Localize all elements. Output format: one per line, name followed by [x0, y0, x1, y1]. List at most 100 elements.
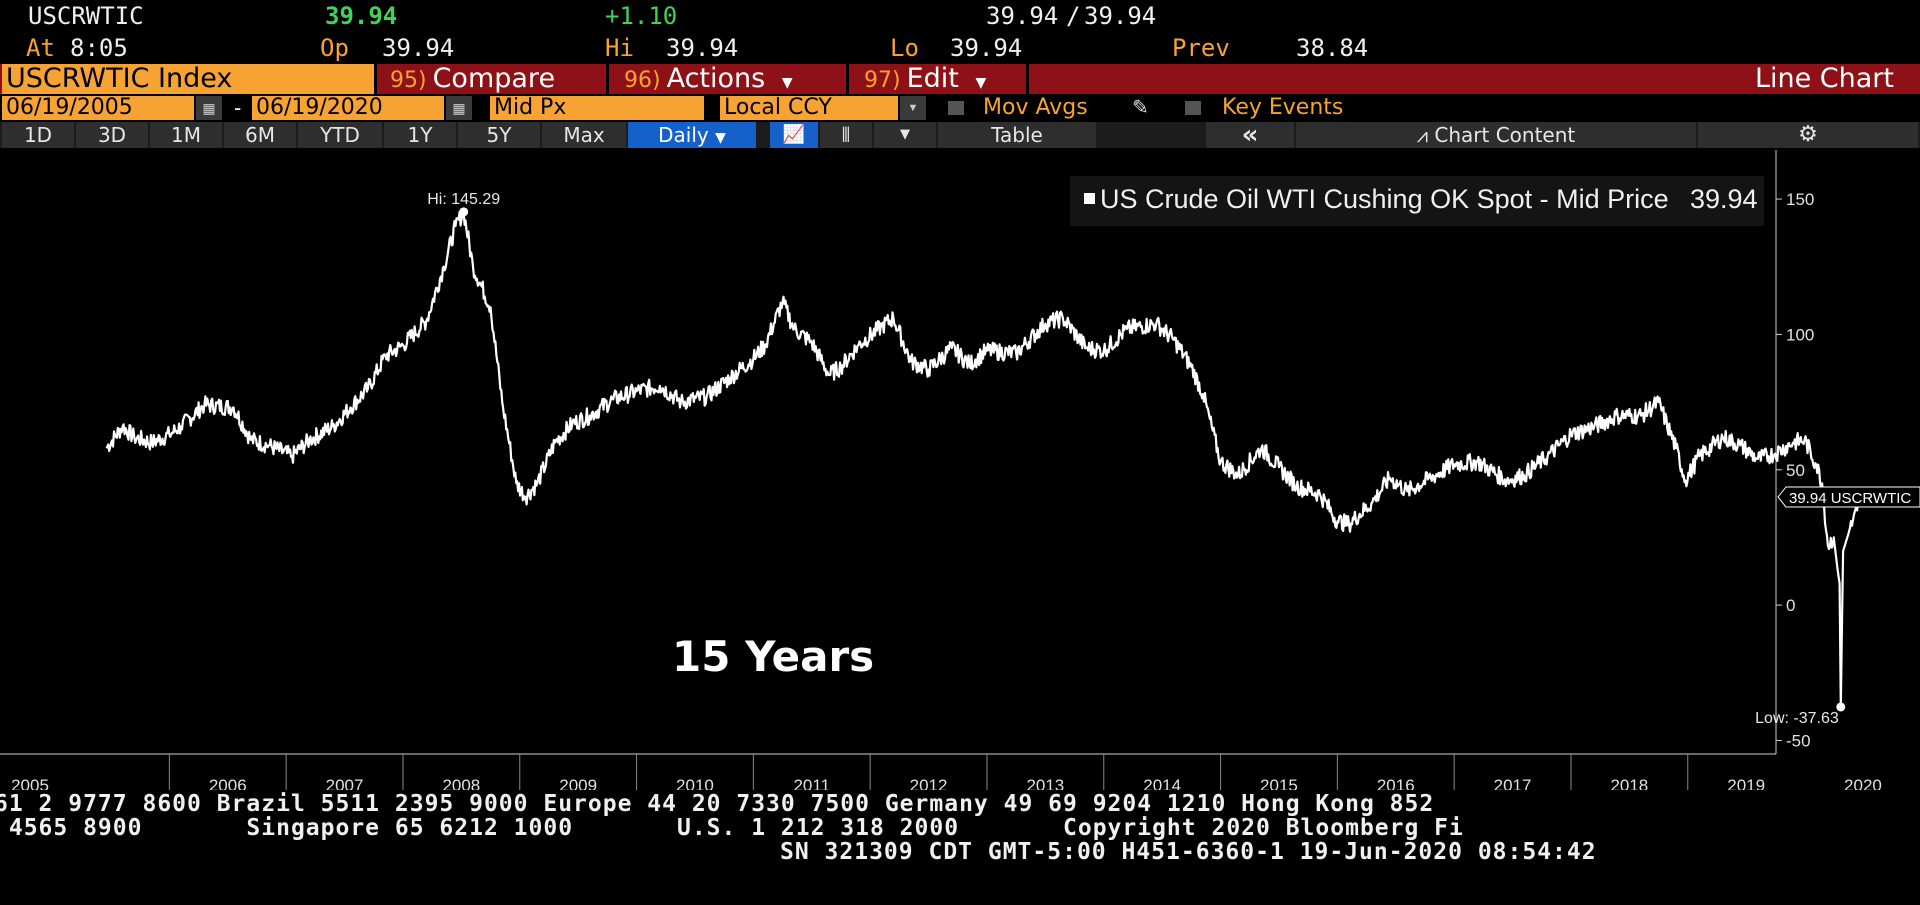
x-tick-label: 2019 [1727, 776, 1765, 790]
chevron-down-icon: ▼ [715, 130, 726, 146]
frequency-select[interactable]: Daily ▼ [628, 122, 756, 148]
at-label: At [26, 34, 55, 62]
period-tab[interactable]: 6M [224, 122, 296, 148]
period-tab[interactable]: Max [542, 122, 626, 148]
start-date-field[interactable]: 06/19/2005 [2, 96, 194, 120]
period-tab[interactable]: 1Y [384, 122, 456, 148]
frequency-label: Daily [658, 123, 709, 147]
period-tab[interactable]: 1D [2, 122, 74, 148]
high-label: Hi: 145.29 [427, 191, 500, 208]
net-change: +1.10 [605, 2, 678, 30]
chart-type-label[interactable]: Line Chart [1754, 63, 1894, 94]
last-value-tag [1777, 486, 1920, 508]
compare-label: Compare [432, 63, 556, 94]
y-tick-label: -50 [1786, 731, 1811, 750]
prev-value: 38.84 [1296, 34, 1369, 62]
prev-label: Prev [1172, 34, 1230, 62]
period-tab[interactable]: 5Y [458, 122, 540, 148]
price-line [105, 210, 1861, 709]
x-tick-label: 2005 [11, 776, 49, 790]
divider [606, 64, 609, 94]
period-tab[interactable]: YTD [298, 122, 382, 148]
bid-ask-separator: / [1066, 2, 1081, 30]
calendar-icon[interactable]: ▦ [446, 96, 472, 120]
actions-number: 96) [624, 68, 661, 93]
compare-button[interactable]: 95) Compare [390, 64, 555, 94]
y-tick-label: 150 [1786, 190, 1814, 209]
low-marker [1836, 702, 1846, 712]
key-events-label[interactable]: Key Events [1222, 95, 1344, 120]
chevron-down-icon: ▼ [975, 75, 987, 91]
x-tick-label: 2009 [559, 776, 597, 790]
divider [374, 64, 377, 94]
divider [846, 64, 849, 94]
ticker-symbol: USCRWTIC [28, 2, 144, 30]
x-tick-label: 2014 [1143, 776, 1181, 790]
x-tick-label: 2010 [676, 776, 714, 790]
edit-label: Edit [906, 63, 959, 94]
x-tick-label: 2011 [793, 776, 830, 790]
x-tick-label: 2008 [442, 776, 480, 790]
security-field[interactable]: USCRWTIC Index [2, 64, 374, 94]
chevron-down-icon[interactable]: ▼ [900, 96, 926, 120]
x-tick-label: 2018 [1610, 776, 1648, 790]
period-annotation: 15 Years [672, 632, 875, 681]
x-tick-label: 2017 [1494, 776, 1532, 790]
y-axis: 150 100 50 0 -50 [1775, 150, 1814, 754]
collapse-button[interactable]: « [1206, 122, 1294, 148]
chart-legend [1070, 176, 1764, 226]
high-marker [459, 207, 469, 217]
candlestick-icon[interactable]: ⫴ [820, 122, 872, 148]
ask-price: 39.94 [1084, 2, 1157, 30]
high-value: 39.94 [666, 34, 739, 62]
end-date-field[interactable]: 06/19/2020 [252, 96, 444, 120]
divider [1026, 64, 1029, 94]
currency-select[interactable]: Local CCY [720, 96, 898, 120]
last-value-label: 39.94 USCRWTIC [1789, 490, 1911, 507]
y-tick-label: 0 [1786, 596, 1795, 615]
actions-button[interactable]: 96) Actions ▼ [624, 64, 793, 94]
low-value: 39.94 [950, 34, 1023, 62]
chart-content-icon: ⩘ [1416, 123, 1429, 147]
pencil-icon[interactable]: ✎ [1132, 97, 1149, 119]
mov-avgs-label[interactable]: Mov Avgs [983, 95, 1088, 120]
table-button[interactable]: Table [938, 122, 1096, 148]
extreme-markers: Hi: 145.29 Low: -37.63 39.94 USCRWTIC [427, 191, 1920, 727]
calendar-icon[interactable]: ▦ [196, 96, 222, 120]
legend-series-name: US Crude Oil WTI Cushing OK Spot - Mid P… [1100, 184, 1669, 214]
quote-time: 8:05 [70, 34, 128, 62]
low-label: Low: -37.63 [1755, 710, 1839, 727]
price-field-select[interactable]: Mid Px [490, 96, 704, 120]
mov-avgs-checkbox[interactable] [948, 101, 964, 115]
open-value: 39.94 [382, 34, 455, 62]
date-range-separator: - [234, 95, 242, 120]
bid-price: 39.94 [986, 2, 1059, 30]
line-chart-icon[interactable]: 📈 [770, 122, 818, 148]
x-tick-label: 2016 [1377, 776, 1415, 790]
open-label: Op [320, 34, 349, 62]
footer-session: SN 321309 CDT GMT-5:00 H451-6360-1 19-Ju… [780, 839, 1597, 865]
x-tick-label: 2006 [209, 776, 247, 790]
line-chart: 2005 2006 2007 2008 2009 2010 2011 2012 2013 2014… [0, 150, 1920, 790]
actions-label: Actions [666, 63, 766, 94]
period-tab[interactable]: 1M [150, 122, 222, 148]
high-label: Hi [605, 34, 634, 62]
key-events-checkbox[interactable] [1185, 101, 1201, 115]
footer-contacts-1: 61 2 9777 8600 Brazil 5511 2395 9000 Eur… [0, 791, 1435, 817]
x-tick-label: 2007 [326, 776, 364, 790]
chevron-down-icon: ▼ [781, 75, 793, 91]
compare-number: 95) [390, 68, 427, 93]
edit-button[interactable]: 97) Edit ▼ [864, 64, 986, 94]
chevron-down-icon[interactable]: ▼ [874, 122, 936, 148]
x-tick-label: 2012 [910, 776, 948, 790]
y-tick-label: 50 [1786, 461, 1805, 480]
chart-content-label: Chart Content [1434, 123, 1576, 147]
legend-value: 39.94 [1690, 184, 1758, 214]
x-tick-label: 2015 [1260, 776, 1298, 790]
x-tick-label: 2013 [1026, 776, 1064, 790]
x-tick-label: 2020 [1844, 776, 1882, 790]
legend-swatch [1084, 193, 1095, 204]
chart-content-button[interactable]: ⩘ Chart Content [1296, 122, 1696, 148]
gear-icon[interactable]: ⚙ [1698, 122, 1918, 148]
period-tab[interactable]: 3D [76, 122, 148, 148]
